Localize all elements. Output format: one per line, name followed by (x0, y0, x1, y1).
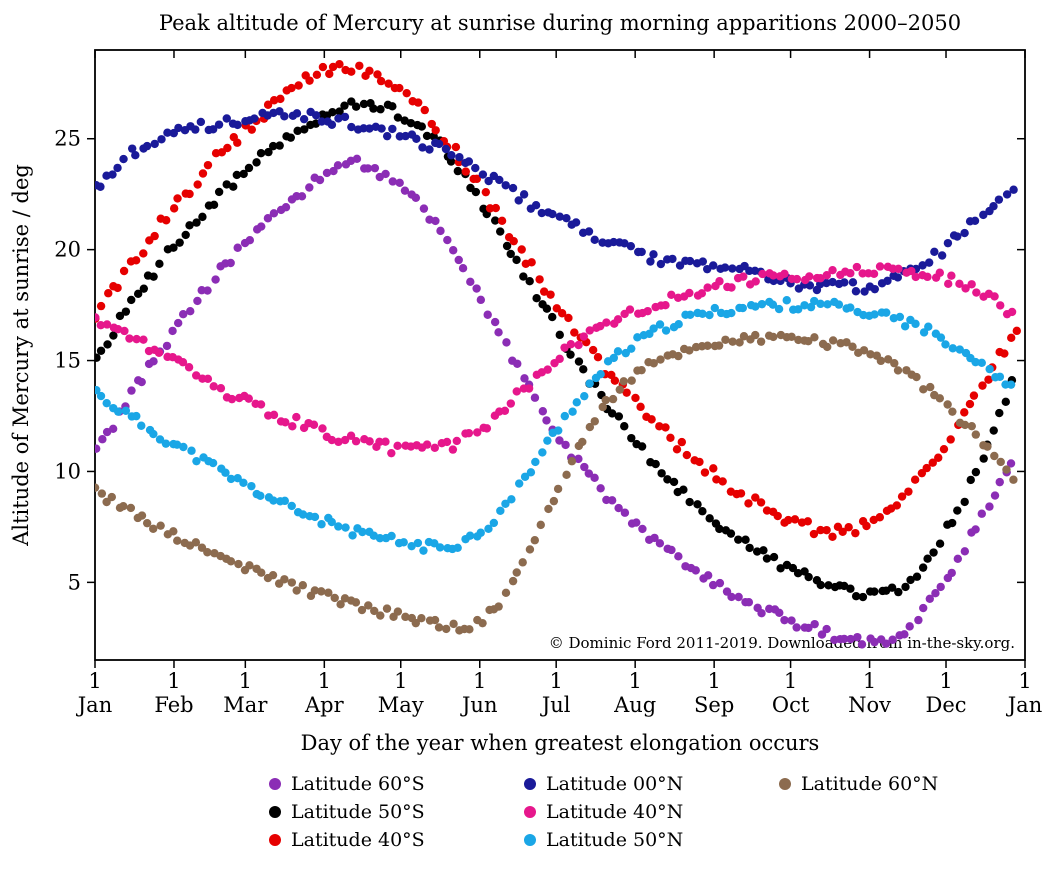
x-tick-month: Feb (154, 693, 193, 717)
x-tick-month: Sep (694, 693, 734, 717)
y-axis-label: Altitude of Mercury at sunrise / deg (9, 164, 33, 547)
chart-svg: 5101520251Jan1Feb1Mar1Apr1May1Jun1Jul1Au… (0, 0, 1060, 877)
legend-marker (269, 834, 281, 846)
x-tick-top: 1 (628, 669, 641, 693)
legend-marker (269, 806, 281, 818)
chart-container: 5101520251Jan1Feb1Mar1Apr1May1Jun1Jul1Au… (0, 0, 1060, 877)
x-tick-top: 1 (939, 669, 952, 693)
legend-label: Latitude 50°S (291, 801, 425, 823)
x-tick-month: Apr (304, 693, 345, 717)
x-tick-month: Jul (540, 693, 571, 717)
legend-label: Latitude 40°N (546, 801, 683, 823)
legend-label: Latitude 00°N (546, 773, 683, 795)
chart-title: Peak altitude of Mercury at sunrise duri… (159, 11, 961, 35)
x-tick-top: 1 (549, 669, 562, 693)
legend-marker (269, 778, 281, 790)
x-tick-month: Mar (223, 693, 268, 717)
x-tick-month: May (378, 693, 424, 717)
x-tick-top: 1 (88, 669, 101, 693)
legend-marker (779, 778, 791, 790)
legend-marker (524, 834, 536, 846)
legend-label: Latitude 60°S (291, 773, 425, 795)
x-tick-top: 1 (394, 669, 407, 693)
x-tick-month: Jan (1006, 693, 1042, 717)
x-tick-top: 1 (863, 669, 876, 693)
y-tick-label: 20 (54, 238, 81, 262)
y-tick-label: 25 (54, 127, 81, 151)
legend-marker (524, 806, 536, 818)
x-tick-month: Oct (772, 693, 810, 717)
x-tick-top: 1 (473, 669, 486, 693)
x-tick-top: 1 (167, 669, 180, 693)
credit-text: © Dominic Ford 2011-2019. Downloaded fro… (549, 634, 1015, 652)
y-tick-label: 5 (68, 570, 81, 594)
x-axis-label: Day of the year when greatest elongation… (301, 731, 820, 755)
y-tick-label: 15 (54, 349, 81, 373)
x-tick-month: Jun (460, 693, 497, 717)
legend-label: Latitude 40°S (291, 829, 425, 851)
legend-label: Latitude 50°N (546, 829, 683, 851)
x-tick-month: Aug (613, 693, 656, 717)
x-tick-month: Jan (76, 693, 112, 717)
x-tick-top: 1 (707, 669, 720, 693)
x-tick-month: Dec (925, 693, 966, 717)
legend-marker (524, 778, 536, 790)
x-tick-top: 1 (318, 669, 331, 693)
x-tick-top: 1 (784, 669, 797, 693)
x-tick-top: 1 (239, 669, 252, 693)
legend-label: Latitude 60°N (801, 773, 938, 795)
x-tick-top: 1 (1018, 669, 1031, 693)
x-tick-month: Nov (848, 693, 891, 717)
y-tick-label: 10 (54, 459, 81, 483)
